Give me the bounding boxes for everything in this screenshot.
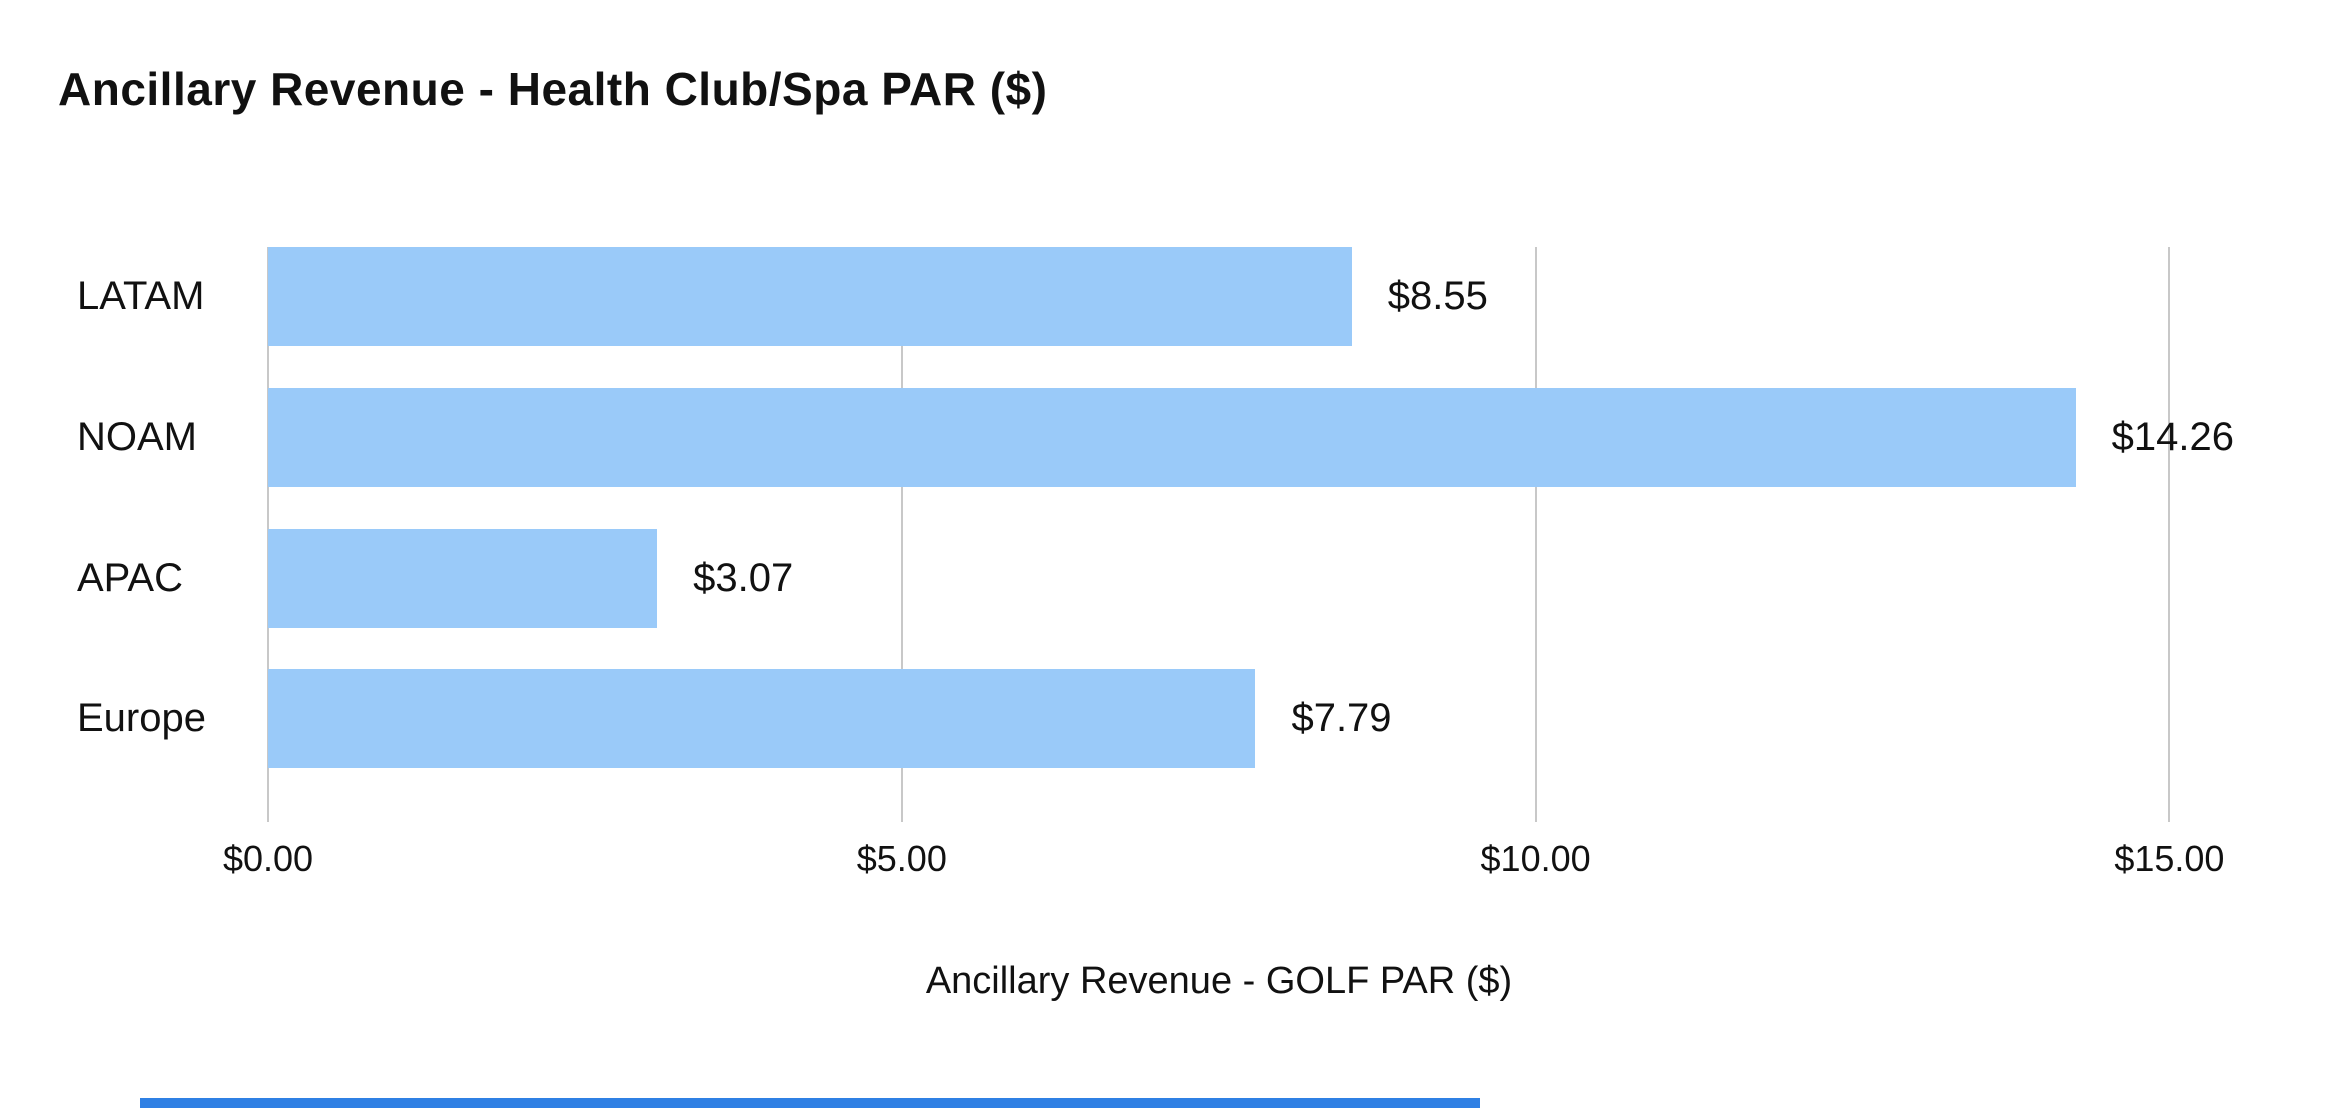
x-tick-label: $10.00 xyxy=(1480,838,1591,879)
bar-latam xyxy=(268,247,1352,346)
gridline-5.00 xyxy=(900,247,903,822)
value-label-europe: $7.79 xyxy=(1291,696,1392,741)
x-tick-label: $0.00 xyxy=(222,838,314,879)
chart-title: Ancillary Revenue - Health Club/Spa PAR … xyxy=(58,63,1048,115)
category-label-apac: APAC xyxy=(77,555,183,600)
plot-area: $8.55 $14.26 $3.07 $7.79 xyxy=(267,247,2290,822)
gridline-10.00 xyxy=(1534,247,1537,822)
x-axis-title: Ancillary Revenue - GOLF PAR ($) xyxy=(925,960,1513,1002)
x-tick-label: $5.00 xyxy=(856,838,947,879)
category-label-latam: LATAM xyxy=(77,274,205,318)
bottom-partial-bar xyxy=(140,1098,1480,1108)
category-label-noam: NOAM xyxy=(77,414,197,459)
category-label-europe: Europe xyxy=(77,696,206,741)
value-label-apac: $3.07 xyxy=(693,555,794,600)
x-tick-label: $15.00 xyxy=(2114,838,2225,879)
bar-europe xyxy=(268,669,1256,769)
value-label-noam: $14.26 xyxy=(2111,414,2234,459)
bar-apac xyxy=(268,528,658,628)
bar-noam xyxy=(268,387,2076,487)
gridline-15.00 xyxy=(2168,247,2171,822)
value-label-latam: $8.55 xyxy=(1387,274,1488,318)
